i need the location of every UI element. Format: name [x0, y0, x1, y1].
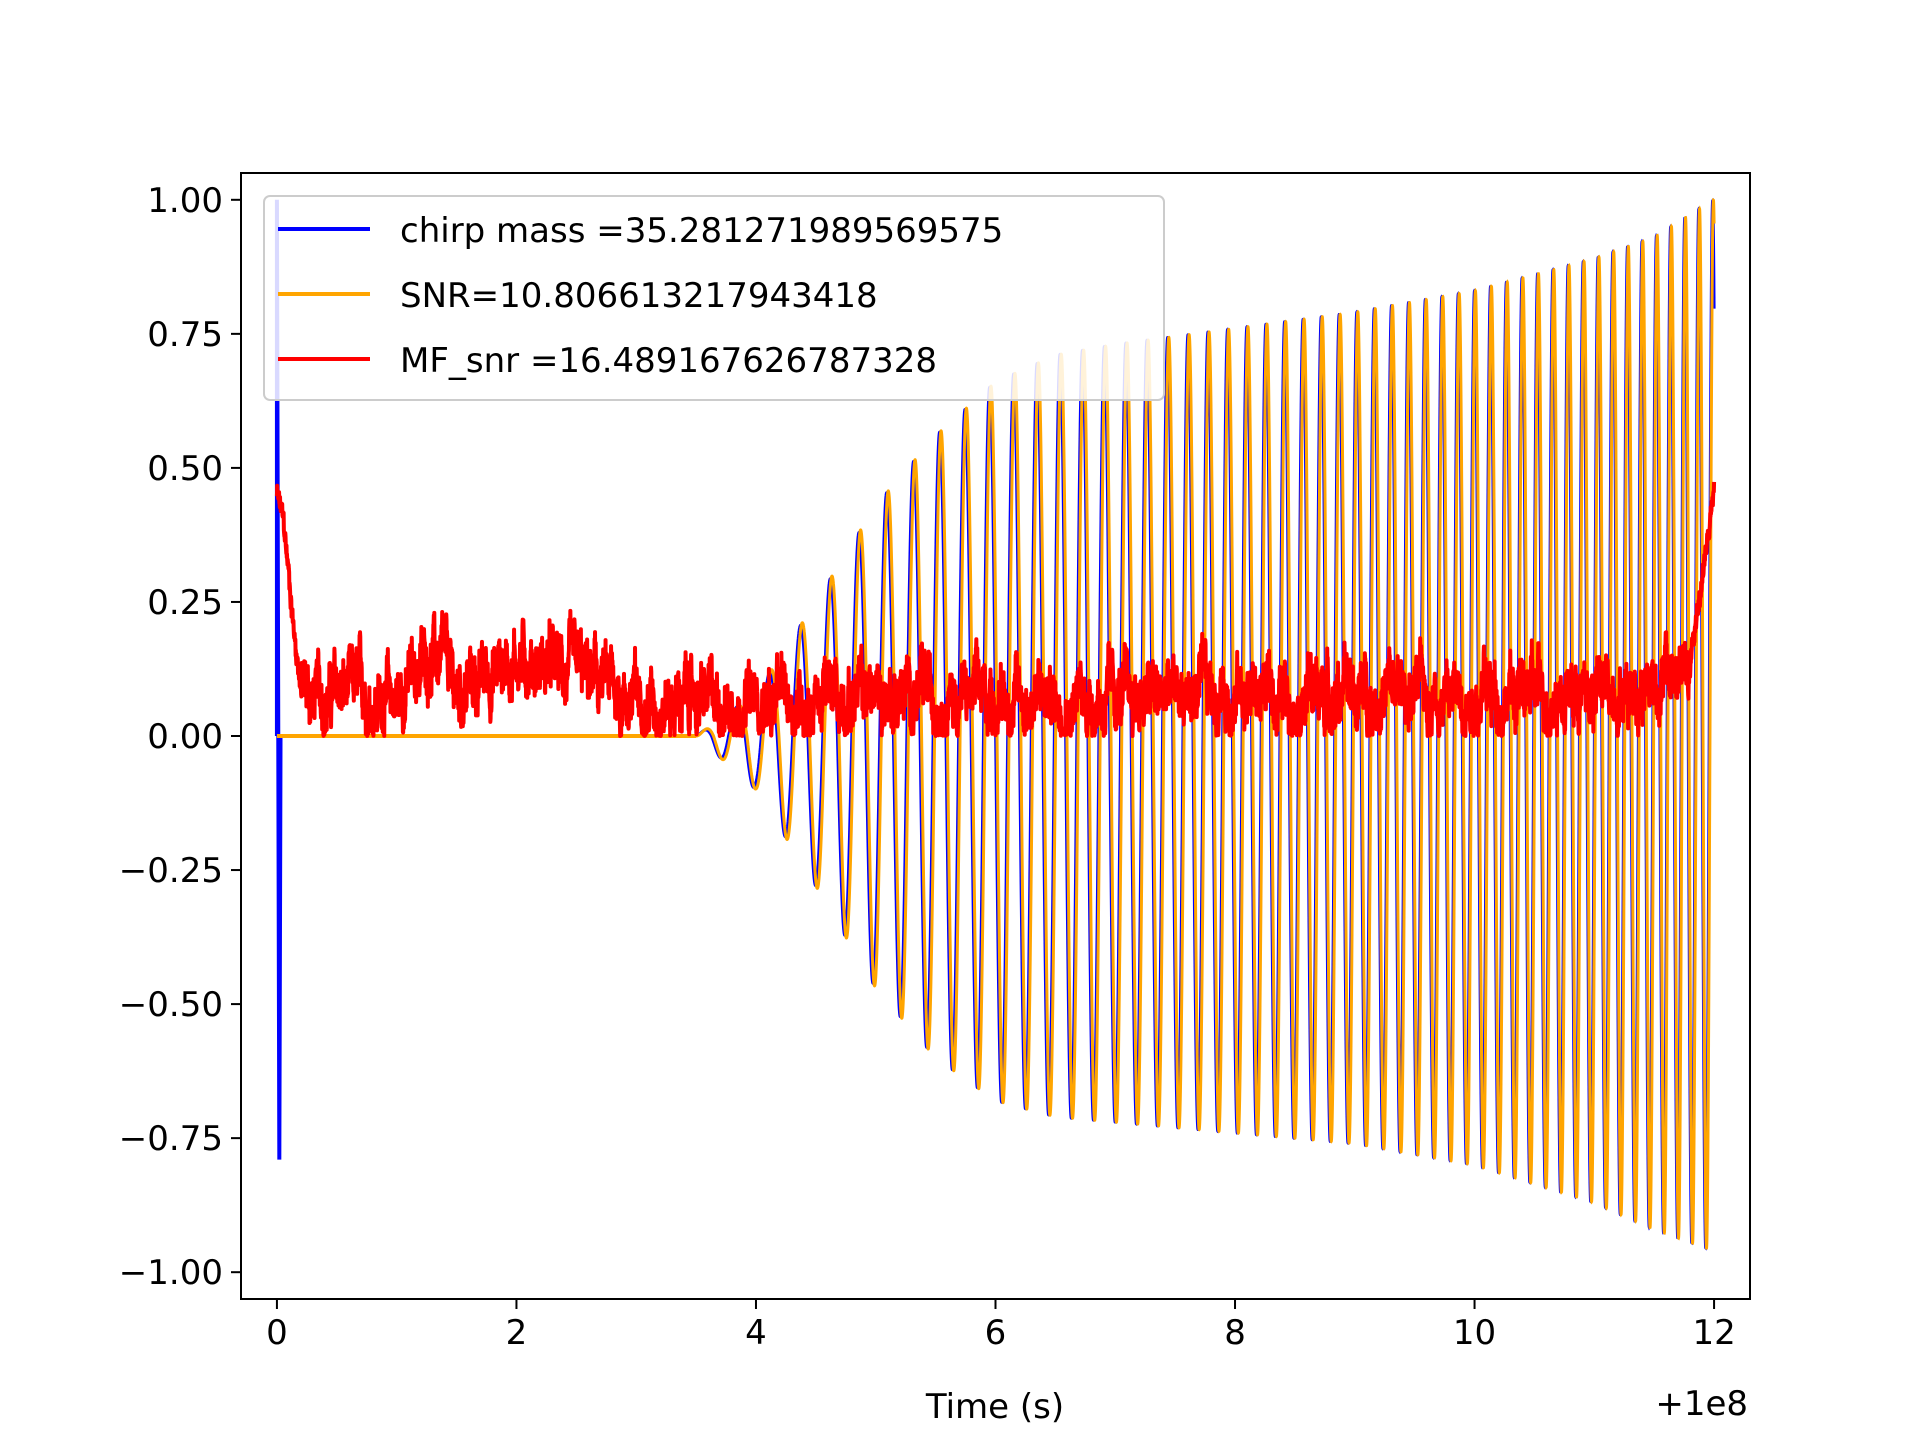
legend-box	[263, 195, 1165, 401]
x-axis-label: Time (s)	[925, 1387, 1064, 1427]
x-tick-label: 12	[1692, 1313, 1735, 1353]
y-tick-label: 0.75	[147, 315, 223, 355]
y-axis: 1.00 0.75 0.50 0.25 0.00 −0.25 −0.50 −0.75 −1.00	[119, 181, 241, 1293]
x-offset-label: +1e8	[1655, 1384, 1748, 1424]
plot-area	[274, 197, 1717, 1251]
y-tick-label: 1.00	[147, 181, 223, 221]
x-tick-label: 2	[506, 1313, 528, 1353]
series-mf-snr	[274, 481, 1717, 738]
legend-label-chirp: chirp mass =35.281271989569575	[400, 211, 1003, 251]
legend: chirp mass =35.281271989569575 SNR=10.80…	[263, 195, 1165, 401]
x-tick-label: 10	[1453, 1313, 1496, 1353]
x-tick-label: 6	[985, 1313, 1007, 1353]
legend-label-mf: MF_snr =16.489167626787328	[400, 341, 937, 381]
x-tick-label: 8	[1224, 1313, 1246, 1353]
y-tick-label: −0.50	[119, 985, 223, 1025]
y-tick-label: 0.50	[147, 449, 223, 489]
x-tick-label: 4	[745, 1313, 767, 1353]
y-tick-label: −0.25	[119, 851, 223, 891]
y-tick-label: −1.00	[119, 1253, 223, 1293]
series-chirp-spike	[274, 199, 283, 1160]
x-tick-label: 0	[266, 1313, 288, 1353]
y-tick-label: −0.75	[119, 1119, 223, 1159]
x-axis: 0 2 4 6 8 10 12	[266, 1299, 1736, 1353]
y-tick-label: 0.00	[147, 717, 223, 757]
y-tick-label: 0.25	[147, 583, 223, 623]
series-snr	[695, 197, 1716, 1250]
legend-label-snr: SNR=10.806613217943418	[400, 276, 878, 316]
